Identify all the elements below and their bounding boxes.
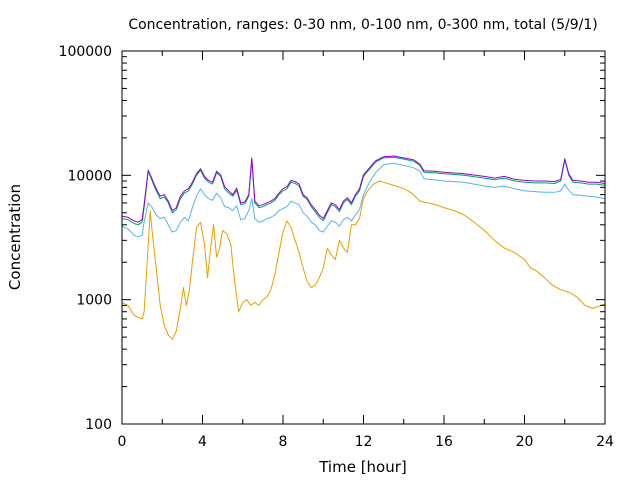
x-axis-label: Time [hour] [318,458,407,476]
plot-frame [121,50,606,425]
series-layer [121,155,606,340]
x-tick-label: 16 [435,434,453,450]
series-line-2 [121,162,606,238]
x-tick-label: 24 [596,434,614,450]
y-tick-label: 10000 [67,168,112,184]
y-tick-label: 100 [85,417,112,433]
x-tick-label: 8 [279,434,288,450]
ticks-layer: 0 4 8 12 16 20 24 100 1000 10000 100000 [59,44,614,450]
series-line-4 [121,155,606,223]
y-tick-label: 100000 [59,44,112,60]
x-tick-label: 12 [355,434,373,450]
x-tick-label: 0 [118,434,127,450]
chart-title: Concentration, ranges: 0-30 nm, 0-100 nm… [128,17,597,33]
x-tick-label: 4 [198,434,207,450]
series-line-1 [121,180,606,340]
y-tick-label: 1000 [76,293,112,309]
y-axis-label: Concentration [6,184,24,290]
x-tick-label: 20 [516,434,534,450]
series-line-3 [121,156,606,226]
